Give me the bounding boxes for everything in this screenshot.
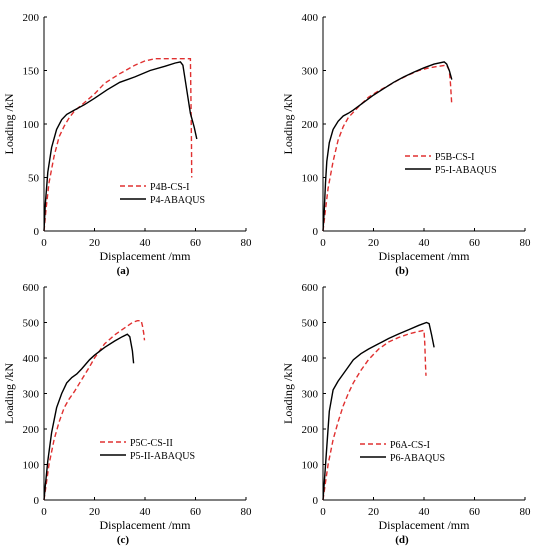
x-tick-label: 40 bbox=[140, 506, 152, 518]
y-axis-label: Loading /kN bbox=[2, 363, 16, 424]
series-line-p6a-cs-i bbox=[322, 329, 427, 501]
series-line-p6-abaqus bbox=[322, 321, 435, 501]
x-tick-label: 40 bbox=[419, 506, 431, 518]
x-axis-label: Displacement /mm bbox=[100, 249, 192, 263]
series-line-p4b-cs-i bbox=[43, 58, 193, 232]
x-axis-label: Displacement /mm bbox=[379, 518, 471, 532]
legend-entry: P4B-CS-I bbox=[150, 182, 189, 193]
x-tick-label: 40 bbox=[140, 237, 152, 249]
x-tick-label: 40 bbox=[419, 237, 431, 249]
y-tick-label: 600 bbox=[23, 282, 40, 294]
chart-panel-c: 0 20 40 60 80 0 100 200 300 400 500 600 Displacement… bbox=[2, 282, 252, 546]
series-line-p5-ii-abaqus bbox=[43, 333, 135, 501]
y-tick-label: 300 bbox=[23, 389, 40, 401]
y-tick-label: 400 bbox=[302, 353, 319, 365]
y-tick-label: 0 bbox=[313, 226, 319, 238]
y-tick-label: 200 bbox=[302, 119, 319, 131]
x-tick-label: 80 bbox=[520, 237, 532, 249]
series-line-p5c-cs-ii bbox=[43, 320, 146, 501]
legend-entry: P6-ABAQUS bbox=[390, 453, 445, 464]
y-tick-label: 0 bbox=[313, 495, 319, 507]
x-tick-label: 60 bbox=[190, 506, 202, 518]
y-tick-label: 300 bbox=[302, 389, 319, 401]
panel-label: (d) bbox=[395, 534, 409, 546]
legend-entry: P5B-CS-I bbox=[435, 152, 474, 163]
legend: P5C-CS-II P5-II-ABAQUS bbox=[100, 438, 195, 462]
y-axis-label: Loading /kN bbox=[281, 93, 295, 154]
x-tick-label: 0 bbox=[41, 237, 47, 249]
x-tick-label: 20 bbox=[368, 506, 380, 518]
x-tick-label: 80 bbox=[241, 237, 253, 249]
series-line-p4-abaqus bbox=[43, 61, 198, 232]
panel-label: (b) bbox=[395, 265, 409, 277]
y-tick-label: 600 bbox=[302, 282, 319, 294]
y-tick-label: 200 bbox=[23, 424, 40, 436]
x-tick-label: 60 bbox=[469, 237, 481, 249]
x-tick-label: 0 bbox=[320, 237, 326, 249]
y-tick-label: 150 bbox=[23, 66, 40, 78]
legend-entry: P5-I-ABAQUS bbox=[435, 165, 497, 176]
y-tick-label: 500 bbox=[302, 318, 319, 330]
x-tick-label: 0 bbox=[320, 506, 326, 518]
legend-entry: P5C-CS-II bbox=[130, 438, 173, 449]
y-tick-label: 400 bbox=[23, 353, 40, 365]
legend-entry: P6A-CS-I bbox=[390, 440, 430, 451]
y-tick-label: 100 bbox=[23, 119, 40, 131]
y-tick-label: 200 bbox=[302, 424, 319, 436]
y-tick-label: 0 bbox=[34, 226, 40, 238]
y-tick-label: 100 bbox=[302, 173, 319, 185]
y-axis-label: Loading /kN bbox=[2, 93, 16, 154]
y-tick-label: 0 bbox=[34, 495, 40, 507]
chart-panel-a: 0 20 40 60 80 0 50 100 150 200 Displacement /mm Loa… bbox=[2, 12, 252, 277]
y-tick-label: 500 bbox=[23, 318, 40, 330]
x-tick-label: 20 bbox=[89, 237, 101, 249]
x-axis-label: Displacement /mm bbox=[100, 518, 192, 532]
x-tick-label: 20 bbox=[368, 237, 380, 249]
x-tick-label: 60 bbox=[469, 506, 481, 518]
legend-entry: P5-II-ABAQUS bbox=[130, 451, 195, 462]
y-tick-label: 100 bbox=[302, 460, 319, 472]
y-tick-label: 400 bbox=[302, 12, 319, 24]
y-tick-label: 200 bbox=[23, 12, 40, 24]
x-tick-label: 20 bbox=[89, 506, 101, 518]
legend: P6A-CS-I P6-ABAQUS bbox=[360, 440, 445, 464]
y-tick-label: 50 bbox=[28, 173, 40, 185]
x-tick-label: 0 bbox=[41, 506, 47, 518]
x-axis-label: Displacement /mm bbox=[379, 249, 471, 263]
y-tick-label: 100 bbox=[23, 460, 40, 472]
series-line-p5-i-abaqus bbox=[322, 61, 453, 232]
panel-label: (c) bbox=[117, 534, 130, 546]
x-tick-label: 80 bbox=[241, 506, 253, 518]
panel-label: (a) bbox=[117, 265, 130, 277]
legend: P5B-CS-I P5-I-ABAQUS bbox=[405, 152, 497, 176]
x-tick-label: 60 bbox=[190, 237, 202, 249]
y-tick-label: 300 bbox=[302, 66, 319, 78]
chart-panel-b: 0 20 40 60 80 0 100 200 300 400 Displacement /mm Lo… bbox=[281, 12, 531, 277]
legend: P4B-CS-I P4-ABAQUS bbox=[120, 182, 205, 206]
series-line-p5b-cs-i bbox=[322, 64, 453, 232]
y-axis-label: Loading /kN bbox=[281, 363, 295, 424]
chart-panel-d: 0 20 40 60 80 0 100 200 300 400 500 600 Displacement… bbox=[281, 282, 531, 546]
legend-entry: P4-ABAQUS bbox=[150, 195, 205, 206]
x-tick-label: 80 bbox=[520, 506, 532, 518]
